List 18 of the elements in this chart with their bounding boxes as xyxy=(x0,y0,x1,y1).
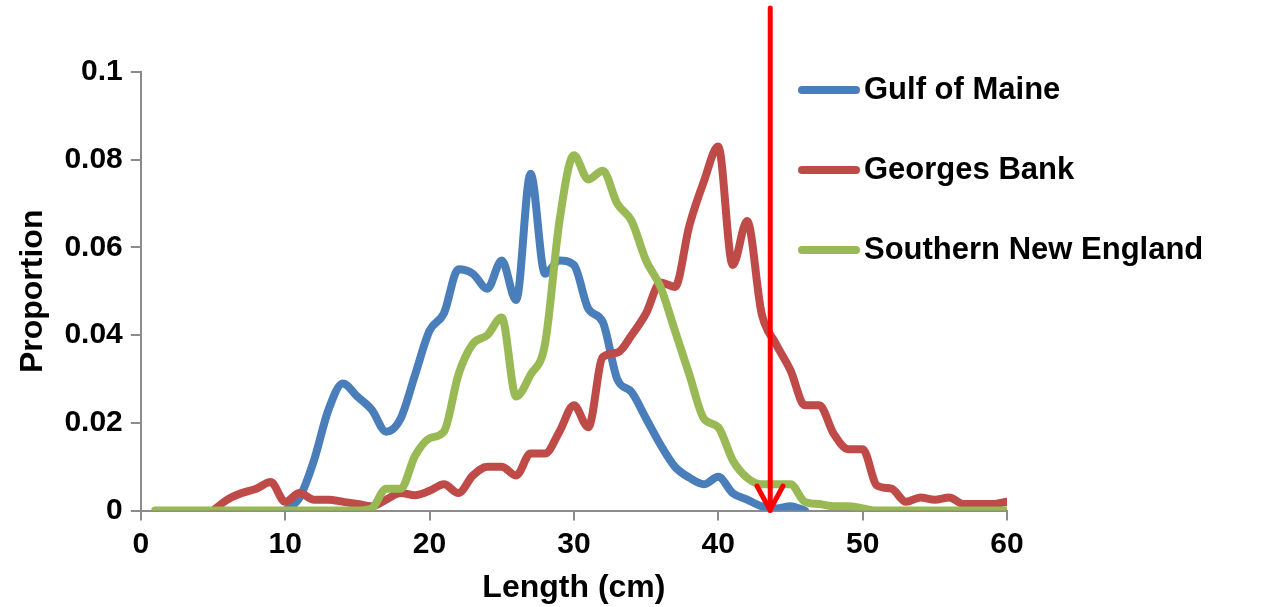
x-tick-label: 40 xyxy=(701,525,735,559)
legend-label: Southern New England xyxy=(864,230,1204,266)
legend-label: Gulf of Maine xyxy=(864,70,1061,106)
y-tick-label: 0.02 xyxy=(64,404,123,438)
y-tick-label: 0.08 xyxy=(64,140,123,174)
x-tick-label: 0 xyxy=(132,525,150,559)
x-tick-label: 30 xyxy=(557,525,591,559)
x-tick-label: 50 xyxy=(845,525,880,559)
y-tick-label: 0.1 xyxy=(81,53,123,87)
y-tick-label: 0 xyxy=(106,491,123,525)
x-axis-title: Length (cm) xyxy=(482,567,666,604)
x-tick-label: 10 xyxy=(268,525,302,559)
x-tick-label: 20 xyxy=(412,525,447,559)
y-tick-label: 0.04 xyxy=(64,316,124,350)
y-tick-label: 0.06 xyxy=(64,228,123,262)
x-tick-label: 60 xyxy=(990,525,1024,559)
legend-label: Georges Bank xyxy=(864,150,1075,186)
y-axis-title: Proportion xyxy=(13,209,50,374)
